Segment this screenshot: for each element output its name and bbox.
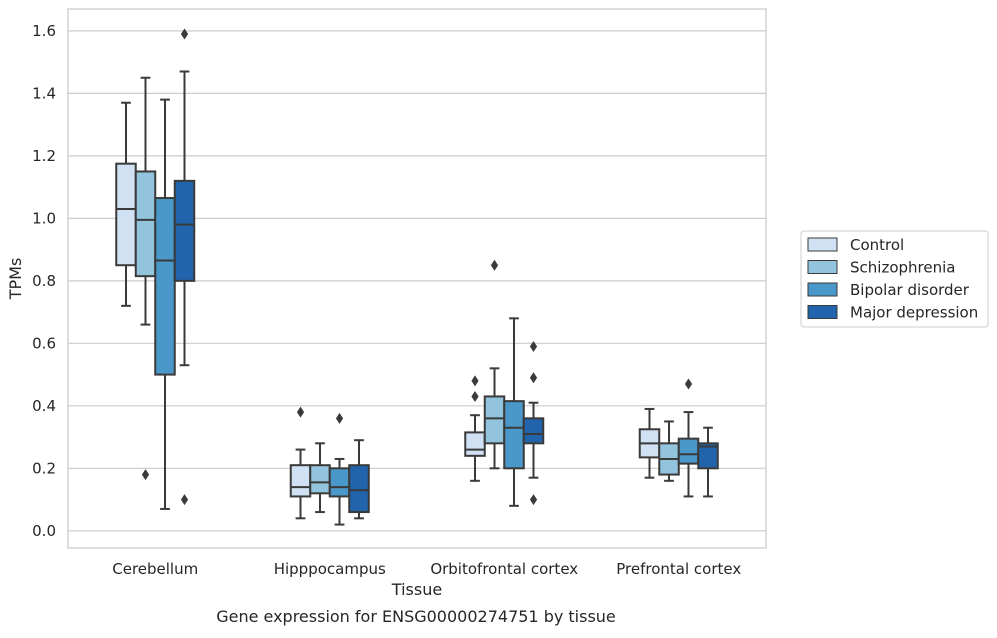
y-tick-label: 0.2 xyxy=(32,459,56,477)
x-tick-labels: Cerebellum Hipppocampus Orbitofrontal cort… xyxy=(112,560,741,578)
box xyxy=(309,442,331,514)
box xyxy=(154,98,176,510)
x-tick-label: Hipppocampus xyxy=(274,560,386,578)
x-axis-title: Tissue xyxy=(391,580,442,599)
legend-swatch xyxy=(807,305,838,319)
box xyxy=(677,378,700,498)
box-iqr xyxy=(134,170,157,278)
box xyxy=(658,420,680,482)
box-iqr xyxy=(503,400,525,470)
outlier-point xyxy=(141,469,150,481)
outlier-point xyxy=(529,494,538,506)
x-tick-label: Prefrontal cortex xyxy=(616,560,741,578)
chart-caption: Gene expression for ENSG00000274751 by t… xyxy=(216,607,616,626)
legend-swatch xyxy=(807,260,838,274)
y-tick-label: 1.4 xyxy=(32,84,56,102)
box xyxy=(464,375,486,482)
box-iqr xyxy=(697,442,719,470)
legend-item: Schizophrenia xyxy=(807,259,955,277)
box-iqr xyxy=(115,162,137,267)
y-axis-title: TPMs xyxy=(6,258,25,301)
legend-swatch xyxy=(807,282,838,297)
legend-item: Bipolar disorder xyxy=(807,281,970,299)
box-series xyxy=(115,28,719,526)
outlier-point xyxy=(529,340,538,352)
box-iqr xyxy=(348,464,370,514)
box-iqr xyxy=(677,437,700,465)
box-iqr xyxy=(328,467,351,498)
series-schizophrenia xyxy=(134,76,680,514)
series-bipolar-disorder xyxy=(154,98,700,526)
box xyxy=(503,317,525,507)
y-tick-labels: 0.0 0.2 0.4 0.6 0.8 1.0 1.2 1.4 1.6 xyxy=(32,22,56,540)
box xyxy=(348,439,370,520)
box-iqr xyxy=(483,395,506,445)
plot-frame xyxy=(67,8,767,549)
box xyxy=(522,340,545,506)
outlier-point xyxy=(335,412,344,424)
y-tick-label: 0.6 xyxy=(32,334,56,352)
outlier-point xyxy=(529,372,538,384)
box-iqr xyxy=(522,417,545,445)
y-tick-label: 0.0 xyxy=(32,522,56,540)
box xyxy=(328,412,351,526)
outlier-point xyxy=(471,390,479,402)
box xyxy=(697,426,719,498)
legend-item: Major depression xyxy=(807,304,978,322)
legend-label: Bipolar disorder xyxy=(850,281,970,299)
x-tick-label: Cerebellum xyxy=(112,560,198,578)
box-iqr xyxy=(464,431,486,457)
series-control xyxy=(115,101,661,520)
legend-label: Control xyxy=(850,236,904,254)
box xyxy=(115,101,137,307)
y-tick-label: 1.2 xyxy=(32,147,56,165)
box xyxy=(173,28,196,506)
outlier-point xyxy=(490,259,499,271)
outlier-point xyxy=(684,378,693,390)
outlier-point xyxy=(296,406,305,418)
legend-label: Major depression xyxy=(850,304,978,322)
box-iqr xyxy=(173,179,196,282)
box xyxy=(289,406,312,520)
legend-item: Control xyxy=(807,236,904,254)
box xyxy=(134,76,157,481)
box-iqr xyxy=(154,197,176,376)
legend-frame xyxy=(800,230,989,328)
outlier-point xyxy=(471,375,479,387)
y-tick-label: 1.6 xyxy=(32,22,56,40)
box xyxy=(638,407,661,479)
outlier-point xyxy=(180,28,189,40)
legend-label: Schizophrenia xyxy=(850,259,955,277)
series-major-depression xyxy=(173,28,719,520)
box-iqr xyxy=(289,464,312,498)
outlier-point xyxy=(180,494,189,506)
y-tick-label: 1.0 xyxy=(32,209,56,227)
legend: Control Schizophrenia Bipolar disorder Majo… xyxy=(800,230,989,328)
x-tick-label: Orbitofrontal cortex xyxy=(430,560,578,578)
legend-swatch xyxy=(807,237,838,252)
box xyxy=(483,259,506,470)
box-iqr xyxy=(309,464,331,495)
y-tick-label: 0.8 xyxy=(32,272,56,290)
y-tick-label: 0.4 xyxy=(32,397,56,415)
